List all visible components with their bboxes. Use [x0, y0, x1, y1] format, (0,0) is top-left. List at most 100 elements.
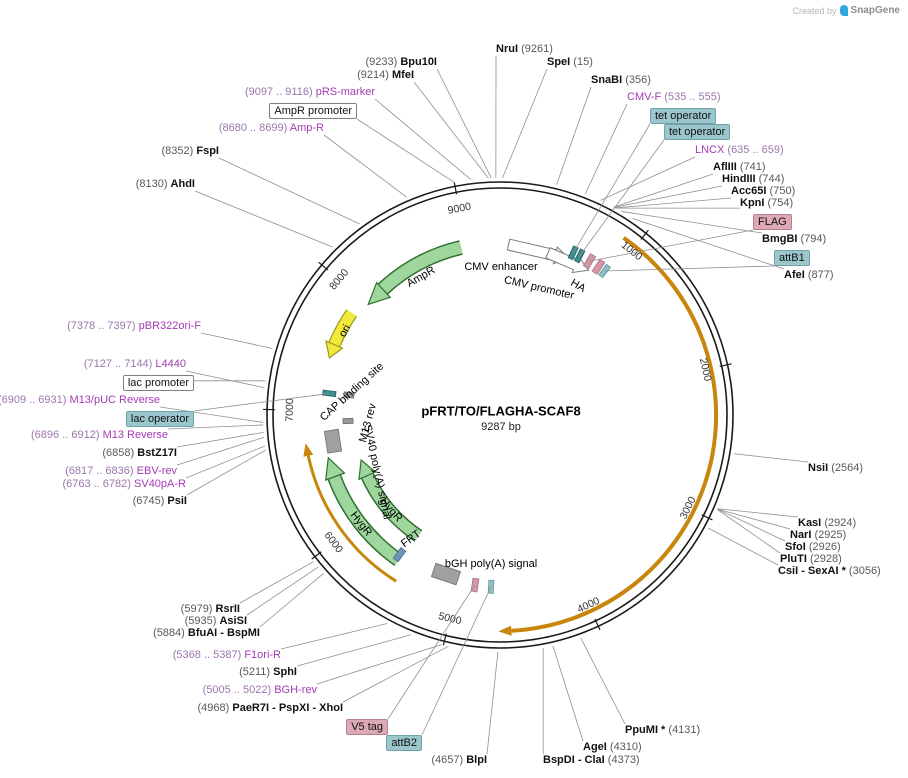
enzyme-label: (5935) AsiSI: [184, 615, 247, 627]
sv40-polya-box: [323, 428, 343, 454]
enzyme-label: NruI (9261): [496, 43, 553, 55]
enzyme-label: SnaBI (356): [591, 74, 651, 86]
enzyme-label: AflIII (741): [713, 161, 766, 173]
callout-line: [717, 508, 799, 518]
callout-line: [621, 211, 763, 234]
enzyme-label: HindIII (744): [722, 173, 785, 185]
frt-site-box: [392, 547, 407, 563]
hygr-outer-arrow: [328, 474, 402, 565]
tick-mark: [594, 618, 601, 631]
enzyme-label: NsiI (2564): [808, 462, 864, 474]
callout-line: [556, 86, 592, 185]
enzyme-label: (6745) PsiI: [132, 495, 187, 507]
callout-line: [246, 566, 319, 616]
callout-line: [614, 185, 723, 208]
primer-label: (6896 .. 6912) M13 Reverse: [31, 429, 168, 441]
bgh-polya-box: [430, 562, 462, 586]
callout-line: [708, 527, 779, 566]
snapgene-logo-icon: [839, 5, 848, 16]
primer-label: (9097 .. 9116) pRS-marker: [244, 86, 375, 98]
callout-line: [218, 157, 360, 225]
enzyme-label: AfeI (877): [784, 269, 834, 281]
callout-line: [186, 449, 266, 496]
tick-mark: [318, 261, 329, 271]
cmv-promoter-arrow: [545, 247, 590, 274]
promoter-box-label: lac promoter: [122, 375, 194, 391]
gold-arc-arrowhead: [303, 443, 314, 457]
callout-line: [167, 424, 264, 430]
enzyme-label: KasI (2924): [798, 517, 857, 529]
tick-label: 8000: [327, 267, 351, 293]
callout-line: [717, 508, 791, 530]
callout-line: [579, 139, 665, 257]
primer-label: (5368 .. 5387) F1ori-R: [172, 649, 281, 661]
enzyme-label: KpnI (754): [740, 197, 794, 209]
site-box-label: attB2: [386, 735, 422, 751]
tag-box-label: V5 tag: [346, 719, 388, 735]
feature-label-cmv-enhancer: CMV enhancer: [464, 261, 538, 273]
enzyme-label: PpuMI * (4131): [625, 724, 701, 736]
tick-label: 5000: [437, 610, 463, 627]
callout-line: [580, 637, 626, 725]
callout-line: [374, 98, 472, 181]
primer-label: (5005 .. 5022) BGH-rev: [202, 684, 317, 696]
enzyme-label: BmgBI (794): [762, 233, 827, 245]
enzyme-label: (5884) BfuAI - BspMI: [153, 627, 260, 639]
enzyme-label: AgeI (4310): [583, 741, 642, 753]
backbone-outer-ring: [266, 181, 734, 649]
enzyme-label: CsiI - SexAI * (3056): [778, 565, 881, 577]
tick-mark: [719, 363, 732, 367]
enzyme-label: SpeI (15): [547, 56, 593, 68]
callout-line: [356, 118, 455, 183]
enzyme-label: (4657) BlpI: [431, 754, 487, 766]
plasmid-size: 9287 bp: [481, 421, 521, 433]
callout-line: [717, 509, 781, 554]
cap-binding-site-box: [343, 391, 355, 399]
primer-label: LNCX (635 .. 659): [695, 144, 784, 156]
enzyme-label: BspDI - ClaI (4373): [543, 754, 640, 766]
callout-line: [589, 229, 754, 262]
tick-mark: [442, 633, 447, 646]
primer-label: (7378 .. 7397) pBR322ori-F: [67, 320, 201, 332]
tag-box-label: FLAG: [753, 214, 792, 230]
enzyme-label: (8352) FspI: [161, 145, 219, 157]
tick-label: 7000: [284, 398, 297, 422]
callout-line: [296, 634, 412, 667]
feature-label-bgh-polya: bGH poly(A) signal: [444, 558, 538, 570]
enzyme-label: (5979) RsrII: [180, 603, 240, 615]
enzyme-label: PluTI (2928): [780, 553, 842, 565]
callout-line: [584, 103, 628, 195]
watermark: Created by SnapGene: [793, 5, 900, 16]
callout-line: [733, 453, 809, 463]
callout-line: [342, 645, 449, 703]
ampr-arrowhead: [367, 281, 392, 306]
callout-line: [194, 190, 333, 248]
tick-label: 6000: [322, 530, 346, 556]
m13-rev-box: [342, 417, 354, 425]
primer-label: (6763 .. 6782) SV40pA-R: [62, 478, 186, 490]
orf-arc-arrowhead: [498, 625, 512, 636]
callout-line: [193, 393, 330, 412]
hygr-inner-arrowhead: [358, 458, 377, 481]
primer-label: (6909 .. 6931) M13/pUC Reverse: [0, 394, 160, 406]
enzyme-label: (5211) SphI: [239, 666, 297, 678]
tick-mark: [701, 514, 713, 521]
enzyme-label: (6858) BstZ17I: [102, 447, 177, 459]
primer-label: CMV-F (535 .. 555): [627, 91, 721, 103]
tick-label: 9000: [447, 201, 472, 217]
callout-line: [280, 623, 388, 650]
callout-line: [239, 561, 314, 604]
callout-line: [572, 123, 651, 253]
tick-mark: [453, 182, 458, 195]
callout-line: [259, 572, 324, 628]
primer-label: (6817 .. 6836) EBV-rev: [65, 465, 177, 477]
callout-line: [615, 197, 732, 209]
callout-line: [159, 406, 264, 423]
callout-line: [316, 644, 442, 685]
watermark-brand: SnapGene: [850, 5, 900, 16]
tick-mark: [640, 229, 649, 240]
callout-line: [387, 584, 476, 720]
tick-mark: [311, 551, 322, 560]
